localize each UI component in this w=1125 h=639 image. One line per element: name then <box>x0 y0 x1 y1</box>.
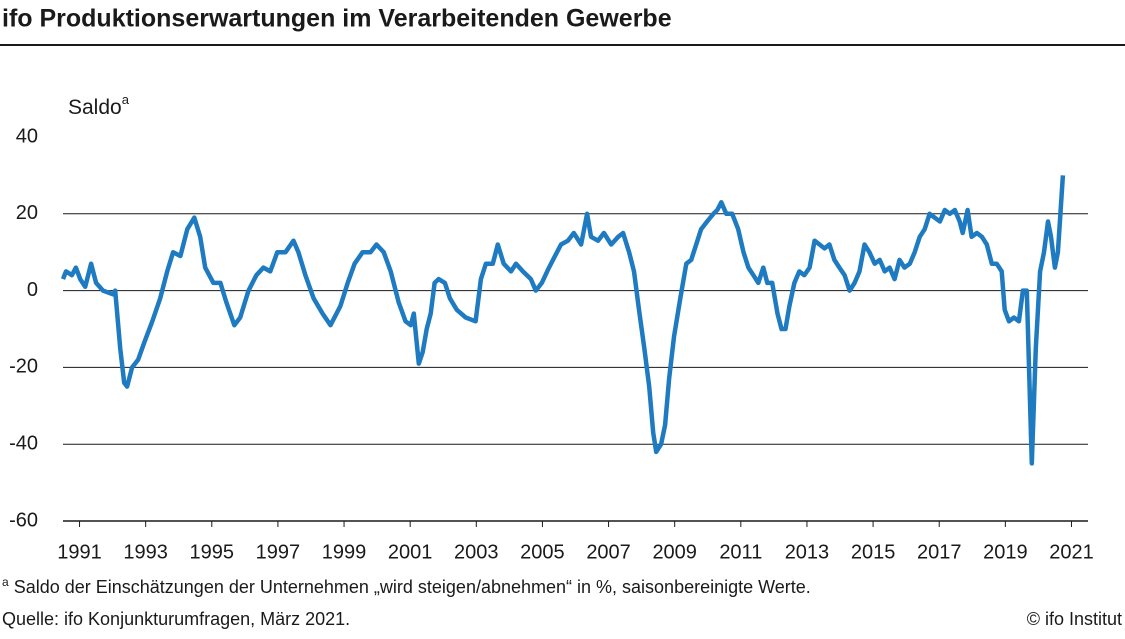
x-tick-label: 2009 <box>652 541 697 563</box>
y-tick-label: 20 <box>16 202 38 224</box>
source: Quelle: ifo Konjunkturumfragen, März 202… <box>2 609 350 629</box>
x-tick-label: 2007 <box>586 541 631 563</box>
x-tick-label: 2011 <box>719 541 762 563</box>
y-tick-label: -20 <box>9 356 38 378</box>
x-tick-label: 2001 <box>388 541 433 563</box>
x-tick-label: 1999 <box>322 541 367 563</box>
y-axis-label: Saldoa <box>68 92 130 118</box>
footnote-marker: a <box>2 575 9 589</box>
y-label-marker: a <box>122 92 130 107</box>
x-tick-label: 2005 <box>520 541 565 563</box>
chart-title: ifo Produktionserwartungen im Verarbeite… <box>2 5 672 33</box>
y-tick-label: -60 <box>9 509 38 531</box>
x-tick-label: 2015 <box>851 541 896 563</box>
x-tick-label: 2003 <box>454 541 499 563</box>
x-tick-label: 2013 <box>785 541 830 563</box>
x-tick-label: 2017 <box>917 541 962 563</box>
x-tick-label: 1991 <box>57 541 102 563</box>
y-tick-label: 40 <box>16 125 38 147</box>
y-tick-label: -40 <box>9 432 38 454</box>
x-tick-label: 2019 <box>983 541 1028 563</box>
x-tick-label: 2021 <box>1049 541 1094 563</box>
copyright: © ifo Institut <box>1027 609 1122 629</box>
y-tick-label: 0 <box>27 279 38 301</box>
x-tick-label: 1993 <box>123 541 168 563</box>
y-label-text: Saldo <box>68 96 122 119</box>
footnote: a Saldo der Einschätzungen der Unternehme… <box>2 575 811 597</box>
data-line <box>60 175 1066 466</box>
footnote-text: Saldo der Einschätzungen der Unternehmen… <box>14 577 811 597</box>
x-tick-label: 1995 <box>190 541 235 563</box>
x-tick-label: 1997 <box>256 541 301 563</box>
